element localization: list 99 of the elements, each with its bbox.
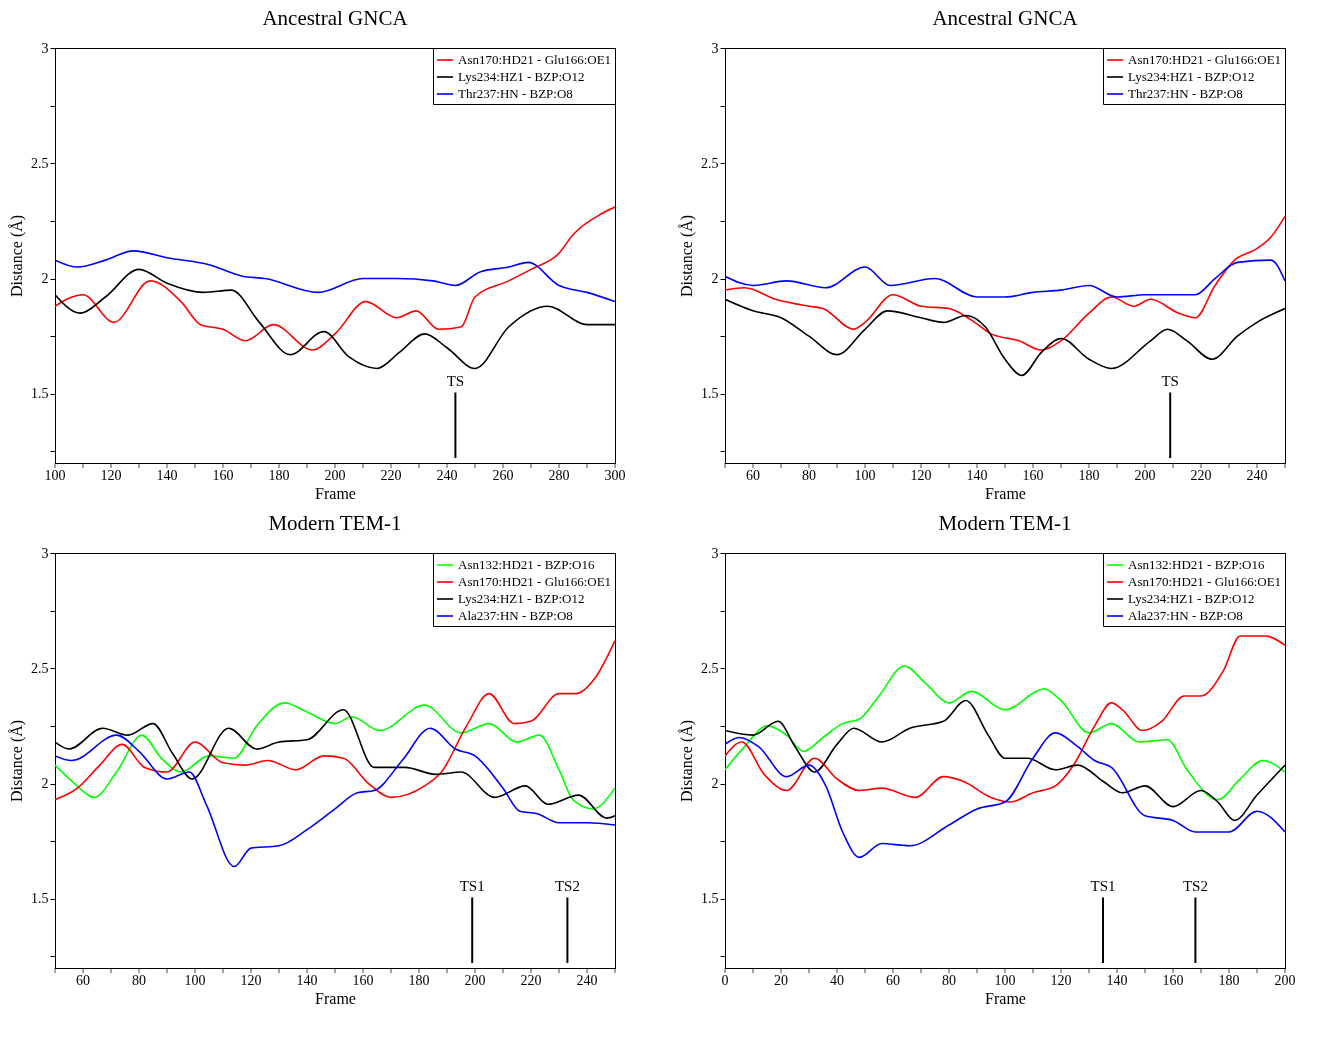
y-tick-label: 2.5 [701,660,719,676]
legend-label: Ala237:HN - BZP:O8 [1128,608,1243,623]
line-series [725,259,1285,298]
line-series [725,215,1285,351]
y-tick-label: 2.5 [31,155,49,171]
x-tick-label: 100 [854,468,876,483]
y-tick-label: 2.5 [31,660,49,676]
legend-label: Asn170:HD21 - Glu166:OE1 [1128,574,1282,589]
x-tick-label: 120 [910,468,932,483]
line-series [725,665,1285,801]
y-axis-title: Distance (Å) [678,214,696,298]
legend-label: Asn132:HD21 - BZP:O16 [458,557,596,572]
line-series [55,727,615,868]
chart-title: Ancestral GNCA [262,6,409,30]
x-tick-label: 200 [464,973,486,988]
x-axis-title: Frame [315,989,356,1007]
x-tick-label: 240 [436,468,458,483]
line-series [55,250,615,303]
x-tick-label: 140 [1106,973,1128,988]
y-tick-label: 2 [711,271,719,287]
legend-label: Lys234:HZ1 - BZP:O12 [458,591,585,606]
y-tick-label: 1.5 [701,891,719,907]
x-tick-label: 240 [1246,468,1268,483]
chart-title: Ancestral GNCA [932,6,1079,30]
legend-label: Lys234:HZ1 - BZP:O12 [1128,69,1255,84]
y-tick-label: 2 [711,776,719,792]
chart-title: Modern TEM-1 [938,511,1072,535]
x-tick-label: 100 [994,973,1016,988]
x-tick-label: 240 [576,973,598,988]
x-tick-label: 280 [548,468,570,483]
y-axis-title: Distance (Å) [678,719,696,803]
y-tick-label: 2 [41,776,49,792]
x-tick-label: 120 [1050,973,1072,988]
ref-line-label: TS [1161,373,1179,390]
ref-line-label: TS2 [554,878,580,895]
y-tick-label: 3 [711,545,719,561]
x-tick-label: 220 [520,973,542,988]
legend-label: Thr237:HN - BZP:O8 [458,86,573,101]
x-tick-label: 200 [1274,973,1296,988]
legend-label: Lys234:HZ1 - BZP:O12 [458,69,585,84]
x-tick-label: 20 [774,973,788,988]
ref-line-label: TS2 [1182,878,1208,895]
x-tick-label: 80 [132,973,146,988]
x-tick-label: 260 [492,468,514,483]
x-tick-label: 120 [240,973,262,988]
x-tick-label: 180 [1078,468,1100,483]
legend-label: Asn170:HD21 - Glu166:OE1 [1128,52,1282,67]
chart-title: Modern TEM-1 [268,511,402,535]
legend-label: Thr237:HN - BZP:O8 [1128,86,1243,101]
x-tick-label: 300 [604,468,626,483]
line-series [55,639,615,801]
y-axis-title: Distance (Å) [8,719,26,803]
x-tick-label: 80 [942,973,956,988]
y-tick-label: 3 [711,40,719,56]
y-tick-label: 1.5 [701,386,719,402]
x-tick-label: 140 [156,468,178,483]
x-tick-label: 120 [100,468,122,483]
x-tick-label: 100 [184,973,206,988]
x-tick-label: 180 [1218,973,1240,988]
x-tick-label: 60 [746,468,760,483]
legend-label: Asn170:HD21 - Glu166:OE1 [458,574,612,589]
x-axis-title: Frame [315,484,356,502]
line-series [725,635,1285,803]
y-tick-label: 3 [41,40,49,56]
x-tick-label: 80 [802,468,816,483]
x-axis-title: Frame [985,484,1026,502]
y-axis-title: Distance (Å) [8,214,26,298]
y-tick-label: 2 [41,271,49,287]
x-tick-label: 200 [324,468,346,483]
x-tick-label: 140 [296,973,318,988]
y-tick-label: 2.5 [701,155,719,171]
x-tick-label: 100 [44,468,66,483]
legend-label: Asn170:HD21 - Glu166:OE1 [458,52,612,67]
x-tick-label: 180 [408,973,430,988]
x-tick-label: 160 [352,973,374,988]
line-series [55,206,615,351]
x-tick-label: 140 [966,468,988,483]
x-tick-label: 60 [76,973,90,988]
x-tick-label: 160 [1022,468,1044,483]
ref-line-label: TS1 [1090,878,1116,895]
x-tick-label: 0 [721,973,729,988]
x-tick-label: 220 [380,468,402,483]
ref-line-label: TS1 [459,878,485,895]
y-tick-label: 1.5 [31,386,49,402]
legend-label: Ala237:HN - BZP:O8 [458,608,573,623]
legend-label: Lys234:HZ1 - BZP:O12 [1128,591,1255,606]
x-tick-label: 60 [886,973,900,988]
x-tick-label: 160 [1162,973,1184,988]
x-tick-label: 220 [1190,468,1212,483]
x-tick-label: 180 [268,468,290,483]
y-tick-label: 3 [41,545,49,561]
x-axis-title: Frame [985,989,1026,1007]
x-tick-label: 160 [212,468,234,483]
x-tick-label: 40 [830,973,844,988]
x-tick-label: 200 [1134,468,1156,483]
line-series [725,732,1285,859]
legend-label: Asn132:HD21 - BZP:O16 [1128,557,1266,572]
y-tick-label: 1.5 [31,891,49,907]
ref-line-label: TS [446,373,465,390]
